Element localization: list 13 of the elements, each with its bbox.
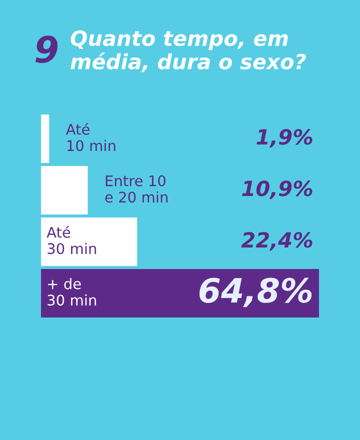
data-label: 1,9% [256,129,312,148]
y-tick-label: Até 10 min [66,122,116,152]
chart-title: Quanto tempo, em média, dura o sexo? [70,30,306,72]
bar [41,218,138,266]
y-tick-label: Entre 10 e 20 min [105,175,168,203]
data-label: 10,9% [242,180,312,199]
data-label: 64,8% [199,278,312,308]
text: 9 [35,36,58,63]
bar [41,114,50,163]
y-tick-label: Até 30 min [46,226,96,254]
bar [41,166,88,214]
data-label: 22,4% [241,232,312,250]
y-tick-label: + de 30 min [48,278,96,306]
